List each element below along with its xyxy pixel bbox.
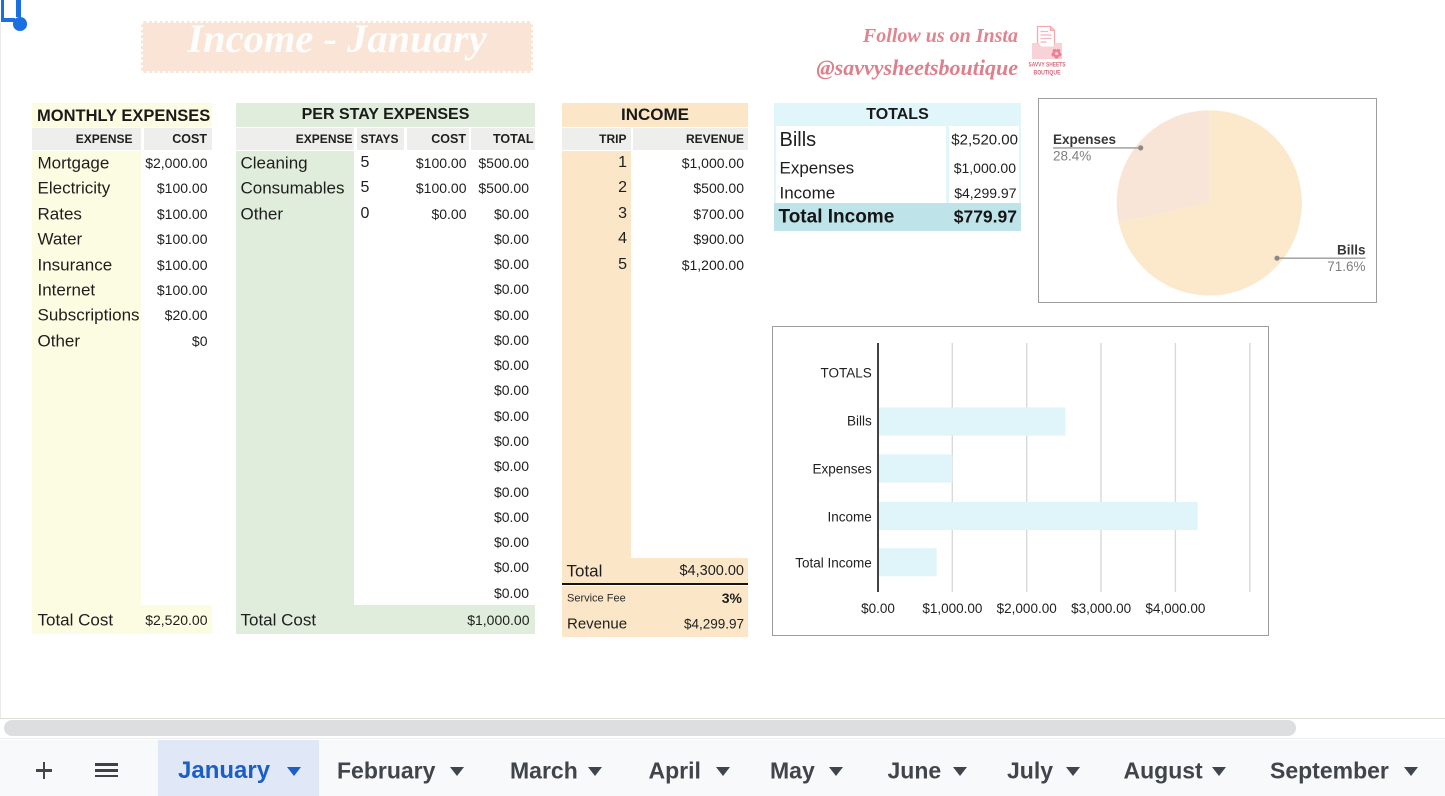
svg-text:$3,000.00: $3,000.00 xyxy=(1071,601,1131,616)
svg-text:$2,000.00: $2,000.00 xyxy=(996,601,1056,616)
svg-text:Income: Income xyxy=(827,510,871,525)
svg-text:SAVVY SHEETS: SAVVY SHEETS xyxy=(1029,62,1067,69)
svg-text:TOTALS: TOTALS xyxy=(820,366,871,381)
svg-text:Total Income: Total Income xyxy=(795,556,872,571)
svg-text:$1,000.00: $1,000.00 xyxy=(922,601,982,616)
svg-text:71.6%: 71.6% xyxy=(1327,259,1365,274)
svg-text:Bills: Bills xyxy=(847,414,872,429)
svg-text:$0.00: $0.00 xyxy=(861,601,895,616)
svg-text:BOUTIQUE: BOUTIQUE xyxy=(1034,70,1062,77)
svg-text:28.4%: 28.4% xyxy=(1053,148,1091,163)
svg-text:Bills: Bills xyxy=(1336,242,1365,257)
svg-text:$4,000.00: $4,000.00 xyxy=(1145,601,1205,616)
svg-text:Expenses: Expenses xyxy=(1053,132,1116,147)
svg-text:Expenses: Expenses xyxy=(812,462,872,477)
